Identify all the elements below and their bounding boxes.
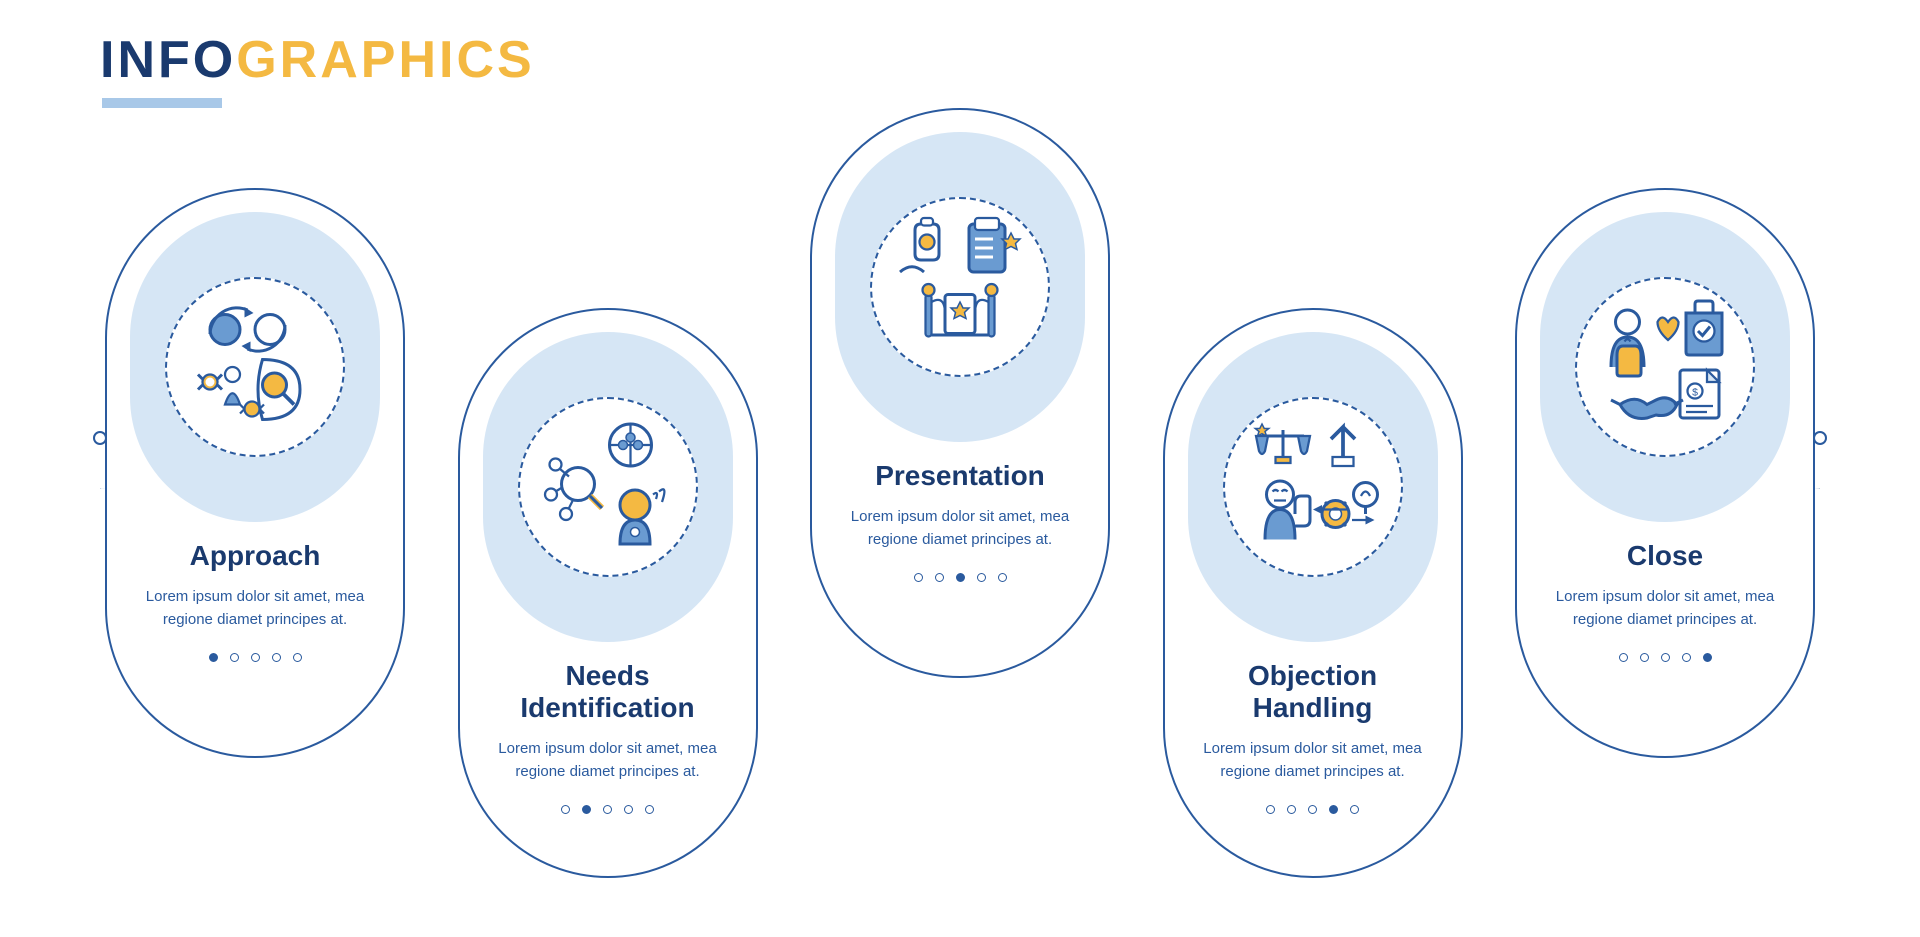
icon-oval bbox=[1188, 332, 1438, 642]
progress-dots bbox=[209, 653, 302, 662]
card-body: Lorem ipsum dolor sit amet, mea regione … bbox=[830, 506, 1090, 551]
approach-icon bbox=[180, 292, 330, 442]
dot bbox=[209, 653, 218, 662]
icon-oval: $ bbox=[1540, 212, 1790, 522]
dot bbox=[251, 653, 260, 662]
progress-dots bbox=[1619, 653, 1712, 662]
dot bbox=[561, 805, 570, 814]
card-title: Presentation bbox=[875, 460, 1045, 492]
dot bbox=[998, 573, 1007, 582]
dot bbox=[935, 573, 944, 582]
dot bbox=[1703, 653, 1712, 662]
card-frame: Approach Lorem ipsum dolor sit amet, mea… bbox=[105, 188, 405, 758]
card-frame: Presentation Lorem ipsum dolor sit amet,… bbox=[810, 108, 1110, 678]
dot bbox=[914, 573, 923, 582]
card-body: Lorem ipsum dolor sit amet, mea regione … bbox=[125, 586, 385, 631]
dot bbox=[1308, 805, 1317, 814]
dot bbox=[1661, 653, 1670, 662]
objection-icon bbox=[1238, 412, 1388, 562]
card-frame: $ Close Lorem ipsum dolor sit amet, mea … bbox=[1515, 188, 1815, 758]
close-deal-icon: $ bbox=[1590, 292, 1740, 442]
icon-circle bbox=[870, 197, 1050, 377]
icon-circle bbox=[165, 277, 345, 457]
card-presentation: Presentation Lorem ipsum dolor sit amet,… bbox=[805, 108, 1115, 678]
title-part1: INFO bbox=[100, 31, 236, 89]
card-close: $ Close Lorem ipsum dolor sit amet, mea … bbox=[1510, 188, 1820, 758]
needs-icon bbox=[533, 412, 683, 562]
dot bbox=[645, 805, 654, 814]
card-body: Lorem ipsum dolor sit amet, mea regione … bbox=[478, 738, 738, 783]
progress-dots bbox=[914, 573, 1007, 582]
card-frame: Objection Handling Lorem ipsum dolor sit… bbox=[1163, 308, 1463, 878]
card-needs: Needs Identification Lorem ipsum dolor s… bbox=[453, 308, 763, 878]
dot bbox=[624, 805, 633, 814]
dot bbox=[956, 573, 965, 582]
card-body: Lorem ipsum dolor sit amet, mea regione … bbox=[1183, 738, 1443, 783]
icon-circle bbox=[518, 397, 698, 577]
dot bbox=[272, 653, 281, 662]
dot bbox=[1682, 653, 1691, 662]
dot bbox=[977, 573, 986, 582]
header: INFOGRAPHICS bbox=[100, 30, 1820, 108]
progress-dots bbox=[1266, 805, 1359, 814]
presentation-icon bbox=[885, 212, 1035, 362]
dot bbox=[1619, 653, 1628, 662]
icon-oval bbox=[483, 332, 733, 642]
card-approach: Approach Lorem ipsum dolor sit amet, mea… bbox=[100, 188, 410, 758]
icon-oval bbox=[835, 132, 1085, 442]
card-title: Objection Handling bbox=[1203, 660, 1423, 724]
title-underline bbox=[102, 98, 222, 108]
card-objection: Objection Handling Lorem ipsum dolor sit… bbox=[1158, 308, 1468, 878]
svg-text:$: $ bbox=[1692, 387, 1698, 399]
dot bbox=[1287, 805, 1296, 814]
card-title: Approach bbox=[190, 540, 321, 572]
dot bbox=[230, 653, 239, 662]
icon-circle: $ bbox=[1575, 277, 1755, 457]
card-title: Close bbox=[1627, 540, 1703, 572]
icon-oval bbox=[130, 212, 380, 522]
dot bbox=[293, 653, 302, 662]
infographic-stage: Approach Lorem ipsum dolor sit amet, mea… bbox=[100, 148, 1820, 898]
dot bbox=[1329, 805, 1338, 814]
card-body: Lorem ipsum dolor sit amet, mea regione … bbox=[1535, 586, 1795, 631]
title-part2: GRAPHICS bbox=[236, 31, 534, 89]
card-frame: Needs Identification Lorem ipsum dolor s… bbox=[458, 308, 758, 878]
dot bbox=[603, 805, 612, 814]
page-title: INFOGRAPHICS bbox=[100, 30, 1820, 90]
icon-circle bbox=[1223, 397, 1403, 577]
cards-row: Approach Lorem ipsum dolor sit amet, mea… bbox=[100, 148, 1820, 878]
dot bbox=[1350, 805, 1359, 814]
dot bbox=[582, 805, 591, 814]
dot bbox=[1640, 653, 1649, 662]
progress-dots bbox=[561, 805, 654, 814]
dot bbox=[1266, 805, 1275, 814]
card-title: Needs Identification bbox=[498, 660, 718, 724]
